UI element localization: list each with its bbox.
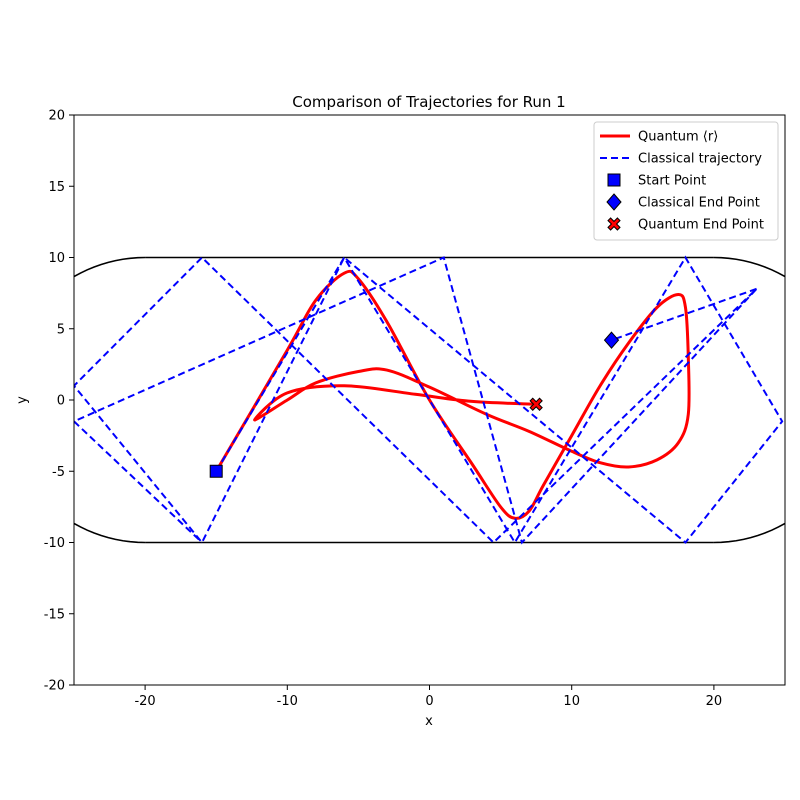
- legend-swatch-start-point: [607, 173, 621, 187]
- legend-label-start-point: Start Point: [638, 174, 706, 189]
- x-tick-label: 10: [563, 694, 580, 709]
- y-tick-label: 20: [48, 109, 65, 124]
- axes: -20 -10 0 10 20 -20 -15 -10 -5 0 5 10 15 20: [44, 109, 786, 709]
- y-axis-label: y: [15, 396, 30, 404]
- legend-swatch-quantum-end-point: [607, 217, 621, 231]
- chart-title: Comparison of Trajectories for Run 1: [292, 93, 565, 111]
- series-classical-line-2: [611, 287, 757, 342]
- legend-label-classical-trajectory: Classical trajectory: [638, 152, 762, 167]
- y-tick-label: 0: [57, 394, 65, 409]
- legend: Quantum ⟨r⟩ Classical trajectory Start Poi…: [593, 121, 779, 241]
- y-tick-label: -5: [52, 465, 65, 480]
- series-quantum-line: [214, 269, 691, 520]
- marker-start-point: [209, 464, 223, 478]
- plot-content: [74, 255, 785, 545]
- y-tick-label: 10: [48, 251, 65, 266]
- series-classical-line-1: [74, 255, 784, 545]
- legend-box: [593, 121, 779, 241]
- x-tick-label: 0: [425, 694, 433, 709]
- legend-label-quantum-r: Quantum ⟨r⟩: [638, 130, 718, 145]
- x-tick-label: 20: [706, 694, 723, 709]
- y-tick-label: -20: [44, 679, 65, 694]
- legend-label-classical-end-point: Classical End Point: [638, 196, 760, 211]
- y-tick-label: 5: [57, 322, 65, 337]
- x-tick-label: -20: [134, 694, 155, 709]
- y-tick-label: -15: [44, 607, 65, 622]
- y-tick-label: 15: [48, 180, 65, 195]
- x-axis-label: x: [425, 714, 433, 729]
- marker-classical-end-point: [603, 331, 620, 349]
- plot-area: [74, 255, 785, 545]
- legend-swatch-classical-end-point: [606, 193, 622, 211]
- y-tick-label: -10: [44, 536, 65, 551]
- x-tick-label: -10: [277, 694, 298, 709]
- marker-quantum-end-point: [529, 397, 543, 411]
- legend-label-quantum-end-point: Quantum End Point: [638, 218, 764, 233]
- boundary-arc-right: [713, 256, 785, 544]
